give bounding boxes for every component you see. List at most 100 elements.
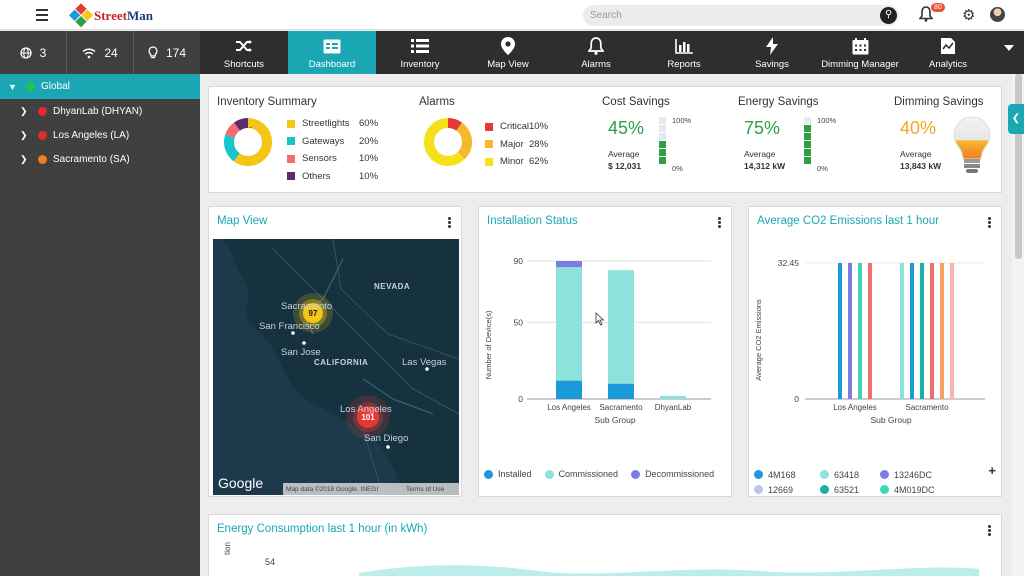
legend-gateways[interactable]: Gateways 20% [287, 135, 378, 147]
installation-bar-decommissioned[interactable] [556, 261, 582, 268]
co2-bar[interactable] [950, 263, 954, 399]
co2-bar[interactable] [838, 263, 842, 399]
co2-bar[interactable] [848, 263, 852, 399]
tab-map-view[interactable]: Map View [464, 31, 552, 74]
user-avatar[interactable] [990, 7, 1005, 22]
legend-others[interactable]: Others 10% [287, 171, 378, 182]
legend-sensors[interactable]: Sensors 10% [287, 153, 378, 164]
sidebar: ▼ Global ❯ DhyanLab (DHYAN) ❯ Los Angele… [0, 74, 200, 576]
sidebar-item-dhyanlab[interactable]: ❯ DhyanLab (DHYAN) [0, 99, 200, 123]
alarms-slice-minor[interactable] [424, 118, 472, 166]
installation-status-card: Installation Status Number of Device(s) … [478, 206, 732, 497]
calendar-icon [816, 37, 904, 55]
sidebar-item-los-angeles[interactable]: ❯ Los Angeles (LA) [0, 123, 200, 147]
chevron-right-icon[interactable]: ❯ [20, 129, 28, 140]
sidebar-item-global[interactable]: ▼ Global [0, 74, 200, 99]
legend-4m168[interactable]: 4M168 [768, 469, 796, 480]
nav-more-chevron-icon[interactable] [1004, 45, 1014, 51]
tab-inventory[interactable]: Inventory [376, 31, 464, 74]
sidebar-item-label: Global [41, 81, 70, 92]
legend-expand-button[interactable]: + [988, 463, 996, 478]
tab-map-view-label: Map View [487, 59, 529, 70]
bulb-icon [148, 46, 158, 59]
legend-major[interactable]: Major 28% [485, 139, 548, 150]
legend-13246dc[interactable]: 13246DC [894, 469, 933, 480]
menu-icon[interactable] [36, 9, 48, 24]
sidebar-item-label: DhyanLab (DHYAN) [53, 105, 143, 117]
tab-savings[interactable]: Savings [728, 31, 816, 74]
chevron-down-icon[interactable]: ▼ [8, 81, 17, 92]
installation-bar-commissioned[interactable] [660, 395, 686, 399]
stat-wifi-value: 24 [104, 45, 118, 60]
legend-label: Gateways [302, 135, 345, 147]
cluster-los-angeles-count[interactable]: 101 [361, 413, 375, 422]
legend-installed[interactable]: Installed [498, 469, 532, 479]
cost-savings-level-bar [659, 117, 666, 165]
level-segment [659, 141, 666, 148]
installation-bar-commissioned[interactable] [556, 267, 582, 381]
co2-bar[interactable] [858, 263, 862, 399]
map-canvas[interactable]: 97 101 NEVADA CALIFORNIA Sacramento San … [213, 239, 459, 495]
legend-streetlights[interactable]: Streetlights 60% [287, 118, 378, 129]
tab-dashboard[interactable]: Dashboard [288, 31, 376, 74]
co2-bar[interactable] [900, 263, 904, 399]
installation-status-title: Installation Status [487, 215, 578, 227]
installation-bar-installed[interactable] [608, 383, 634, 399]
legend-percent: 10% [529, 121, 549, 132]
tab-shortcuts[interactable]: Shortcuts [200, 31, 288, 74]
co2-bar[interactable] [868, 263, 872, 399]
co2-bar[interactable] [940, 263, 944, 399]
co2-menu-icon[interactable] [988, 217, 991, 229]
inventory-slice-others[interactable] [224, 118, 272, 166]
settings-gear-icon[interactable]: ⚙ [962, 7, 976, 24]
legend-12669[interactable]: 12669 [768, 484, 794, 495]
inventory-slice-gateways[interactable] [224, 118, 272, 166]
legend-swatch-4m168 [754, 470, 763, 479]
side-panel-toggle-icon[interactable]: ❮ [1008, 104, 1024, 134]
map-terms-link[interactable]: Terms of Use [406, 486, 445, 493]
installation-bar-installed[interactable] [556, 380, 582, 399]
legend-percent: 28% [529, 138, 549, 150]
legend-63521[interactable]: 63521 [834, 484, 860, 495]
level-segment [659, 117, 666, 124]
chevron-right-icon[interactable]: ❯ [20, 153, 28, 164]
tab-dimming-manager[interactable]: Dimming Manager [816, 31, 904, 74]
search-icon[interactable]: ⚲ [880, 7, 897, 24]
bar-chart-icon [640, 37, 728, 55]
tab-analytics[interactable]: Analytics [904, 31, 992, 74]
energy-savings-bottom-label: 0% [817, 164, 828, 173]
co2-bar[interactable] [930, 263, 934, 399]
sidebar-item-sacramento[interactable]: ❯ Sacramento (SA) [0, 147, 200, 171]
search-input[interactable]: Search ⚲ [583, 5, 899, 26]
shuffle-icon [200, 37, 288, 55]
co2-y-tick: 0 [794, 394, 799, 404]
installation-y-tick: 0 [518, 394, 523, 404]
legend-commissioned[interactable]: Commissioned [558, 469, 619, 479]
energy-consumption-menu-icon[interactable] [988, 525, 991, 537]
installation-y-tick: 90 [514, 256, 524, 266]
map-view-menu-icon[interactable] [448, 217, 451, 229]
map-pin-icon [464, 37, 552, 55]
installation-bar-commissioned[interactable] [608, 270, 634, 384]
legend-63418[interactable]: 63418 [834, 469, 860, 480]
tab-reports[interactable]: Reports [640, 31, 728, 74]
co2-x-tick: Sacramento [905, 403, 949, 412]
cluster-sacramento-count[interactable]: 97 [309, 309, 318, 318]
installation-status-menu-icon[interactable] [718, 217, 721, 229]
legend-swatch-others [287, 172, 295, 180]
app-logo[interactable]: StreetMan [68, 3, 153, 28]
page-scrollbar[interactable] [1012, 74, 1024, 576]
alarms-slice-major[interactable] [424, 118, 472, 166]
scrollbar-thumb[interactable] [1015, 74, 1022, 259]
chevron-right-icon[interactable]: ❯ [20, 105, 28, 116]
tab-alarms[interactable]: Alarms [552, 31, 640, 74]
legend-4m019dc[interactable]: 4M019DC [894, 484, 935, 495]
legend-critical[interactable]: Critical 10% [485, 121, 548, 132]
installation-y-axis-label: Number of Device(s) [484, 310, 493, 379]
legend-decommissioned[interactable]: Decommissioned [645, 469, 715, 479]
notifications-icon[interactable] [918, 6, 937, 24]
co2-bar[interactable] [910, 263, 914, 399]
legend-minor[interactable]: Minor 62% [485, 156, 548, 167]
co2-bar[interactable] [920, 263, 924, 399]
analytics-icon [904, 37, 992, 55]
